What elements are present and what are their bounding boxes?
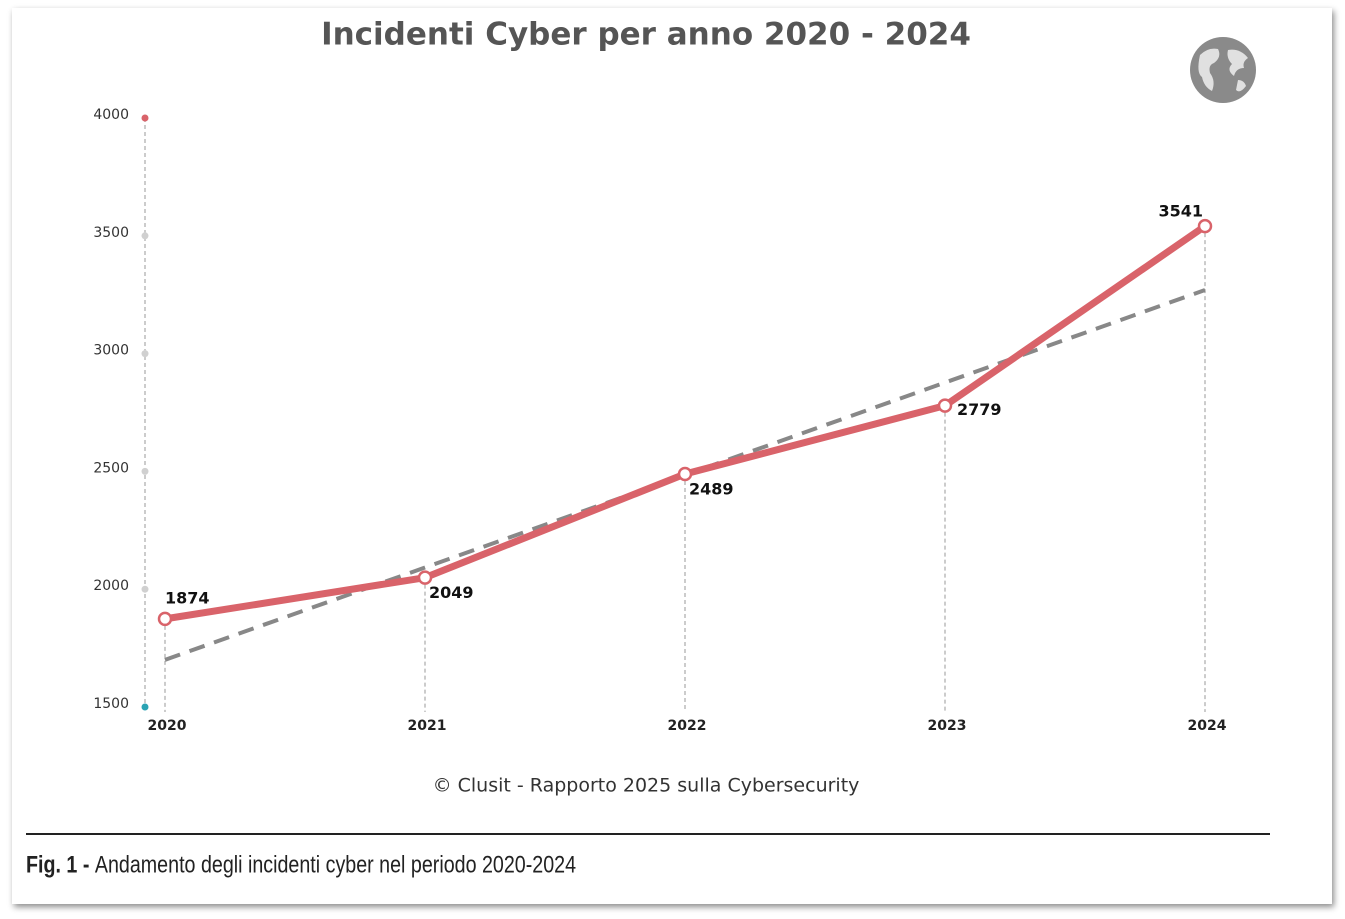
y-tick-label: 4000 <box>93 107 129 123</box>
y-tick <box>141 585 149 593</box>
globe-icon <box>1190 37 1256 103</box>
data-label: 2489 <box>689 479 734 498</box>
y-tick <box>141 350 149 358</box>
x-tick-label: 2024 <box>1188 718 1227 734</box>
caption-line: Fig. 1 - Andamento degli incidenti cyber… <box>26 850 576 877</box>
y-tick <box>141 114 149 122</box>
x-tick-label: 2022 <box>668 718 707 734</box>
x-tick-label: 2021 <box>408 718 447 734</box>
point <box>1197 218 1213 234</box>
y-tick <box>141 232 149 240</box>
y-tick-label: 2000 <box>93 578 129 594</box>
chart-title: Incidenti Cyber per anno 2020 - 2024 <box>321 17 971 53</box>
caption: Andamento degli incidenti cyber nel peri… <box>95 850 576 877</box>
x-tick-label: 2023 <box>928 718 967 734</box>
y-tick-label: 3500 <box>93 225 129 241</box>
x-tick-label: 2020 <box>148 718 187 734</box>
y-tick-label: 2500 <box>93 460 129 476</box>
point <box>417 570 433 585</box>
card <box>12 8 1332 904</box>
data-label: 1874 <box>165 588 210 607</box>
data-label: 2049 <box>429 583 474 602</box>
caption-label: Fig. 1 - <box>26 850 89 877</box>
data-label: 3541 <box>1158 202 1203 221</box>
point <box>937 398 953 413</box>
y-tick <box>141 703 149 711</box>
point <box>157 611 173 627</box>
y-tick <box>141 467 149 475</box>
y-tick-label: 1500 <box>93 696 129 712</box>
data-label: 2779 <box>957 400 1002 419</box>
y-tick-label: 3000 <box>93 343 129 359</box>
point <box>677 466 693 482</box>
source: © Clusit - Rapporto 2025 sulla Cybersecu… <box>433 775 860 797</box>
